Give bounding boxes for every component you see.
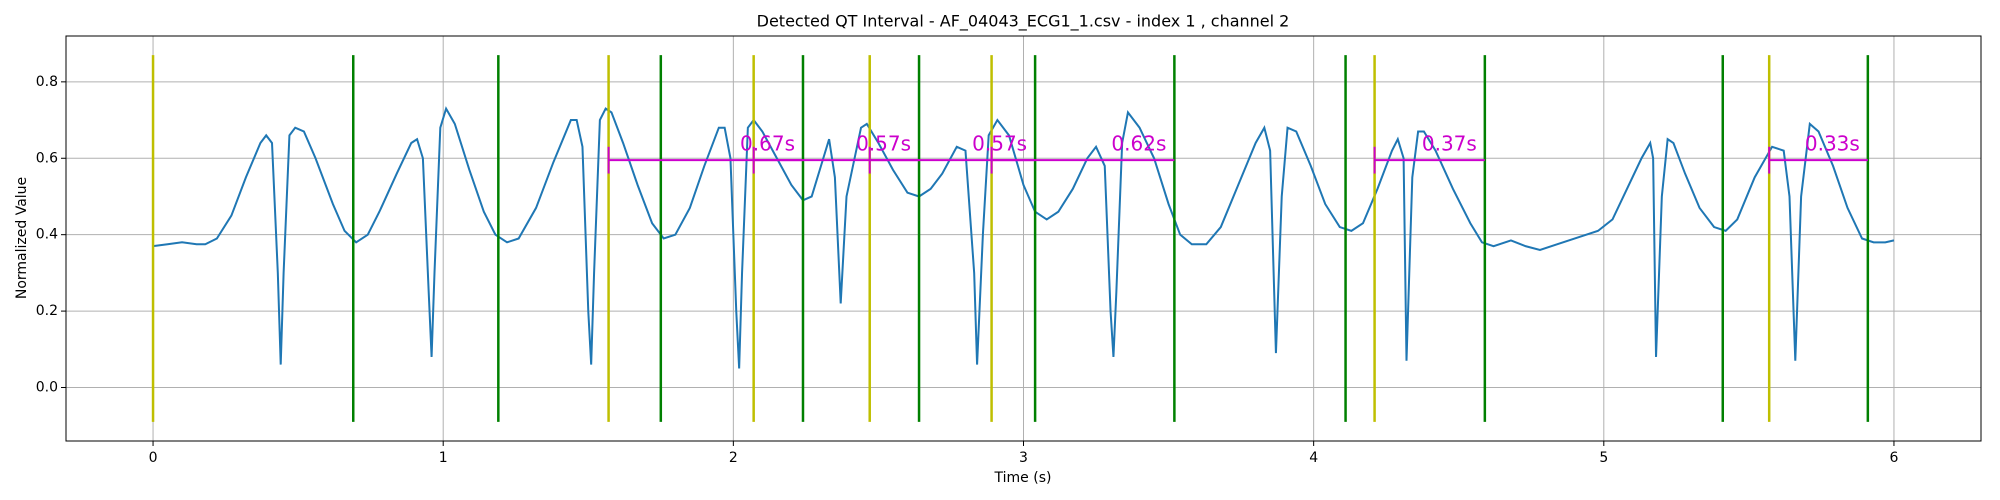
x-tick-label: 2 (729, 450, 738, 466)
x-tick-label: 6 (1889, 450, 1898, 466)
qt-interval-label: 0.33s (1805, 131, 1860, 155)
y-tick-label: 0.4 (36, 227, 58, 243)
y-axis-label: Normalized Value (14, 177, 30, 299)
qt-interval-label: 0.57s (856, 131, 911, 155)
qt-interval-label: 0.37s (1422, 131, 1477, 155)
x-tick-label: 0 (149, 450, 158, 466)
y-tick-label: 0.6 (36, 150, 58, 166)
chart-title: Detected QT Interval - AF_04043_ECG1_1.c… (757, 12, 1290, 32)
x-tick-label: 5 (1599, 450, 1608, 466)
qt-interval-label: 0.67s (740, 131, 795, 155)
x-tick-label: 1 (439, 450, 448, 466)
signal-line (152, 106, 1895, 369)
y-tick-label: 0.8 (36, 74, 58, 90)
x-axis-label: Time (s) (994, 470, 1052, 486)
qt-interval-label: 0.62s (1111, 131, 1166, 155)
x-tick-label: 4 (1309, 450, 1318, 466)
y-tick-label: 0.2 (36, 303, 58, 319)
plot-frame (65, 35, 1982, 442)
qt-interval-label: 0.57s (972, 131, 1027, 155)
y-tick-label: 0.0 (36, 380, 58, 396)
x-tick-label: 3 (1019, 450, 1028, 466)
